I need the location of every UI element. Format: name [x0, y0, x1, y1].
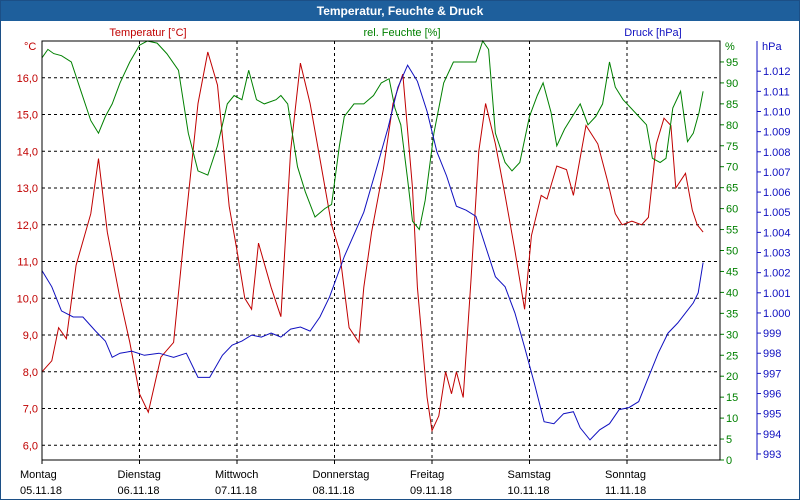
humidity-tick-label: 60 [726, 204, 738, 216]
humidity-tick-label: 45 [726, 266, 738, 278]
pressure-unit-label: hPa [762, 41, 782, 53]
day-label: Freitag [410, 469, 444, 481]
humidity-tick-label: 50 [726, 246, 738, 258]
humidity-tick-label: 10 [726, 413, 738, 425]
date-label: 07.11.18 [215, 485, 257, 497]
pressure-line [41, 64, 704, 441]
humidity-tick-label: 5 [726, 434, 732, 446]
temperature-tick-label: 14,0 [17, 146, 38, 158]
humidity-tick-label: 30 [726, 329, 738, 341]
date-label: 08.11.18 [313, 485, 355, 497]
humidity-tick-label: 35 [726, 308, 738, 320]
pressure-tick-label: 1.006 [763, 187, 791, 199]
date-label: 11.11.18 [605, 485, 646, 497]
pressure-tick-label: 1.008 [763, 147, 791, 159]
pressure-tick-label: 993 [763, 449, 781, 461]
temperature-tick-label: 8,0 [23, 367, 38, 379]
humidity-tick-label: 80 [726, 120, 738, 132]
temperature-unit-label: °C [24, 41, 36, 53]
pressure-tick-label: 1.012 [763, 66, 791, 78]
pressure-tick-label: 999 [763, 328, 781, 340]
pressure-tick-label: 997 [763, 368, 781, 380]
date-label: 10.11.18 [508, 485, 550, 497]
humidity-tick-label: 70 [726, 162, 738, 174]
humidity-tick-label: 25 [726, 350, 738, 362]
pressure-tick-label: 1.009 [763, 127, 791, 139]
temperature-tick-label: 10,0 [17, 293, 38, 305]
temperature-tick-label: 13,0 [17, 183, 38, 195]
date-label: 06.11.18 [118, 485, 160, 497]
pressure-tick-label: 998 [763, 348, 781, 360]
humidity-tick-label: 90 [726, 78, 738, 90]
chart-title: Temperatur, Feuchte & Druck [1, 1, 799, 21]
humidity-unit-label: % [725, 41, 735, 53]
humidity-tick-label: 15 [726, 392, 738, 404]
humidity-tick-label: 75 [726, 141, 738, 153]
humidity-axis-label: rel. Feuchte [%] [363, 27, 440, 39]
pressure-tick-label: 1.011 [763, 86, 790, 98]
humidity-tick-label: 55 [726, 225, 738, 237]
grid [42, 41, 720, 460]
day-label: Dienstag [118, 469, 161, 481]
pressure-tick-label: 1.004 [763, 227, 791, 239]
day-label: Mittwoch [215, 469, 258, 481]
temperature-tick-label: 12,0 [17, 220, 38, 232]
pressure-tick-label: 995 [763, 409, 781, 421]
pressure-tick-label: 996 [763, 389, 781, 401]
temperature-tick-label: 11,0 [17, 257, 38, 269]
temperature-line [41, 51, 704, 433]
pressure-tick-label: 1.000 [763, 308, 791, 320]
humidity-tick-label: 95 [726, 57, 738, 69]
temperature-tick-label: 6,0 [23, 440, 38, 452]
day-label: Samstag [508, 469, 551, 481]
pressure-tick-label: 1.005 [763, 207, 791, 219]
pressure-tick-label: 1.002 [763, 268, 791, 280]
temperature-axis-label: Temperatur [°C] [109, 27, 186, 39]
pressure-tick-label: 1.007 [763, 167, 791, 179]
day-label: Sonntag [605, 469, 646, 481]
series-lines [41, 39, 704, 441]
pressure-tick-label: 1.001 [763, 288, 791, 300]
date-label: 05.11.18 [20, 485, 62, 497]
temperature-tick-label: 9,0 [23, 330, 38, 342]
pressure-tick-label: 1.010 [763, 107, 791, 119]
pressure-axis-label: Druck [hPa] [624, 27, 681, 39]
axis-ticks: 6,0 7,0 8,0 9,0 10,0 11,0 12,0 13,0 14,0 15,0 16,0… [17, 41, 791, 497]
temperature-tick-label: 7,0 [23, 404, 38, 416]
humidity-tick-label: 0 [726, 455, 732, 467]
day-label: Montag [20, 469, 57, 481]
humidity-tick-label: 85 [726, 99, 738, 111]
humidity-tick-label: 65 [726, 183, 738, 195]
day-label: Donnerstag [313, 469, 370, 481]
humidity-tick-label: 20 [726, 371, 738, 383]
pressure-tick-label: 994 [763, 429, 781, 441]
humidity-tick-label: 40 [726, 287, 738, 299]
date-label: 09.11.18 [410, 485, 452, 497]
pressure-tick-label: 1.003 [763, 248, 791, 260]
temperature-tick-label: 16,0 [17, 73, 38, 85]
plot-border [41, 40, 721, 461]
humidity-line [41, 39, 704, 231]
temperature-tick-label: 15,0 [17, 110, 38, 122]
